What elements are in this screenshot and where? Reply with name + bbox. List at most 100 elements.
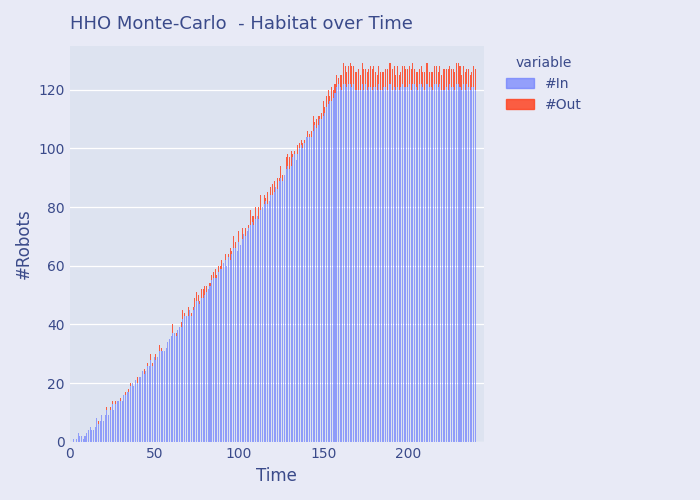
Bar (289, 169, 290, 442)
Bar (230, 260, 231, 442)
Bar (422, 72, 423, 87)
Bar (111, 404, 113, 442)
Bar (392, 90, 393, 442)
Bar (441, 90, 442, 442)
Bar (324, 113, 326, 442)
Bar (98, 424, 99, 442)
Bar (407, 87, 408, 442)
Bar (128, 392, 130, 442)
Bar (155, 360, 156, 442)
Bar (154, 357, 155, 442)
Bar (221, 260, 223, 268)
Bar (461, 75, 462, 90)
Bar (471, 72, 472, 87)
Bar (150, 354, 151, 360)
Bar (290, 152, 292, 166)
Bar (203, 290, 204, 298)
Bar (442, 69, 444, 89)
Bar (312, 131, 314, 442)
Bar (184, 312, 186, 316)
Bar (429, 87, 430, 442)
Bar (260, 196, 261, 210)
Bar (279, 178, 280, 180)
Bar (331, 102, 332, 442)
Bar (184, 316, 186, 442)
Bar (463, 66, 464, 84)
Bar (128, 389, 130, 392)
Bar (302, 142, 303, 148)
Bar (135, 380, 136, 442)
Bar (142, 372, 143, 442)
Bar (253, 224, 254, 442)
Bar (258, 207, 260, 219)
Bar (196, 301, 197, 442)
Bar (424, 90, 425, 442)
Legend: #In, #Out: #In, #Out (495, 44, 593, 123)
Bar (267, 204, 268, 442)
Bar (238, 242, 239, 442)
Bar (250, 224, 251, 442)
Y-axis label: #Robots: #Robots (15, 208, 33, 279)
Bar (436, 84, 437, 442)
Bar (299, 148, 300, 442)
Bar (356, 72, 358, 90)
Bar (341, 75, 342, 90)
Bar (307, 131, 309, 136)
Bar (98, 422, 99, 424)
Bar (191, 316, 192, 442)
Bar (81, 436, 82, 442)
Bar (287, 166, 288, 442)
Bar (373, 87, 374, 442)
Bar (426, 84, 427, 442)
Bar (441, 75, 442, 90)
Bar (111, 401, 113, 404)
Bar (468, 87, 469, 442)
Bar (99, 422, 101, 442)
Bar (140, 378, 141, 442)
Bar (83, 439, 84, 442)
Bar (73, 439, 74, 442)
Bar (465, 90, 466, 442)
Bar (358, 90, 359, 442)
Bar (255, 219, 256, 442)
Bar (166, 348, 167, 442)
Bar (206, 292, 207, 442)
Bar (319, 116, 321, 119)
Bar (355, 90, 356, 442)
Bar (267, 192, 268, 204)
Bar (159, 351, 160, 442)
Bar (204, 286, 205, 295)
Bar (311, 136, 312, 442)
Bar (417, 90, 419, 442)
Bar (248, 224, 249, 228)
Bar (162, 351, 163, 442)
Bar (434, 66, 435, 84)
Bar (201, 298, 202, 442)
Bar (407, 69, 408, 87)
Bar (125, 392, 126, 395)
Bar (147, 362, 148, 366)
Bar (417, 72, 419, 90)
Bar (258, 219, 260, 442)
Bar (216, 278, 217, 442)
Bar (344, 66, 346, 84)
Bar (449, 66, 450, 84)
Bar (404, 87, 405, 442)
Bar (343, 64, 344, 84)
Bar (269, 201, 270, 442)
Bar (316, 128, 317, 442)
Bar (336, 75, 337, 87)
Bar (152, 362, 153, 366)
Bar (365, 69, 366, 84)
Bar (295, 160, 297, 442)
Bar (262, 207, 263, 442)
Bar (367, 90, 368, 442)
Bar (169, 339, 170, 442)
Bar (385, 69, 386, 87)
Bar (252, 222, 253, 442)
Bar (324, 108, 326, 113)
Bar (404, 66, 405, 87)
Bar (370, 87, 371, 442)
Bar (319, 119, 321, 442)
Bar (120, 398, 121, 401)
